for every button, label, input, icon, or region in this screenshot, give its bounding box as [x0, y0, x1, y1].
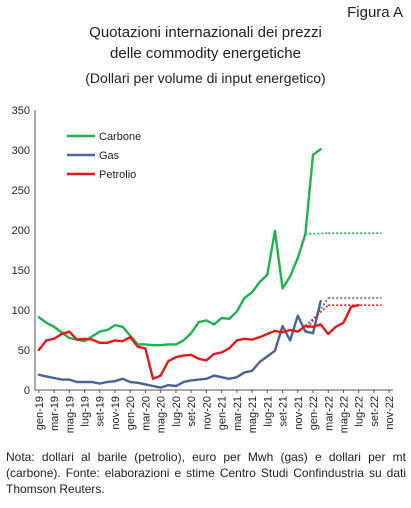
x-tick-label: set-21: [278, 396, 290, 427]
series-line-petrolio: [37, 303, 360, 380]
chart-title: Quotazioni internazionali dei prezzi del…: [0, 22, 411, 64]
x-tick-label: gen-19: [34, 396, 46, 430]
x-tick-label: lug-22: [354, 396, 366, 427]
x-tick-label: set-20: [186, 396, 198, 427]
title-line-1: Quotazioni internazionali dei prezzi: [89, 24, 322, 41]
x-tick-label: nov-20: [201, 396, 213, 430]
x-tick-label: mar-22: [323, 396, 335, 431]
chart-subtitle: (Dollari per volume di input energetico): [85, 70, 326, 86]
series-forecast-connector-gas: [304, 297, 329, 333]
x-tick-label: mar-20: [140, 396, 152, 431]
x-tick-label: mar-19: [49, 396, 61, 431]
y-tick-label: 100: [12, 305, 30, 317]
x-tick-label: nov-19: [110, 396, 122, 430]
x-tick-label: nov-22: [384, 396, 396, 430]
x-tick-label: nov-21: [293, 396, 305, 430]
y-tick-label: 150: [12, 265, 30, 277]
series-line-gas: [37, 299, 322, 389]
y-tick-label: 300: [12, 145, 30, 157]
y-tick-label: 250: [12, 185, 30, 197]
x-tick-label: set-22: [369, 396, 381, 427]
legend-label-petrolio: Petrolio: [99, 169, 136, 181]
chart-note: Nota: dollari al barile (petrolio), euro…: [6, 450, 406, 496]
y-tick-label: 0: [24, 385, 30, 397]
x-tick-label: gen-20: [125, 396, 137, 430]
y-tick-label: 350: [12, 105, 30, 117]
legend-label-carbone: Carbone: [99, 131, 141, 143]
figure-label: Figura A: [347, 4, 403, 21]
x-tick-label: set-19: [95, 396, 107, 427]
y-tick-label: 50: [18, 345, 30, 357]
x-tick-label: mag-20: [156, 396, 168, 433]
x-tick-label: mag-21: [247, 396, 259, 433]
x-tick-label: lug-21: [262, 396, 274, 427]
title-line-2: delle commodity energetiche: [110, 45, 301, 62]
x-tick-label: lug-20: [171, 396, 183, 427]
legend-label-gas: Gas: [99, 150, 120, 162]
x-tick-label: mag-22: [338, 396, 350, 433]
series-line-carbone: [37, 148, 322, 347]
x-tick-label: gen-21: [217, 396, 229, 430]
x-tick-label: gen-22: [308, 396, 320, 430]
x-tick-label: mag-19: [64, 396, 76, 433]
x-tick-label: lug-19: [80, 396, 92, 427]
series-forecast-connector-carbone: [305, 232, 329, 235]
x-tick-label: mar-21: [232, 396, 244, 431]
y-tick-label: 200: [12, 225, 30, 237]
series-forecast-connector-petrolio: [304, 304, 329, 327]
chart-plot: 0 50 100 150 200 250 300 350 gen-19 mar-19 mag-19 l…: [12, 105, 397, 433]
